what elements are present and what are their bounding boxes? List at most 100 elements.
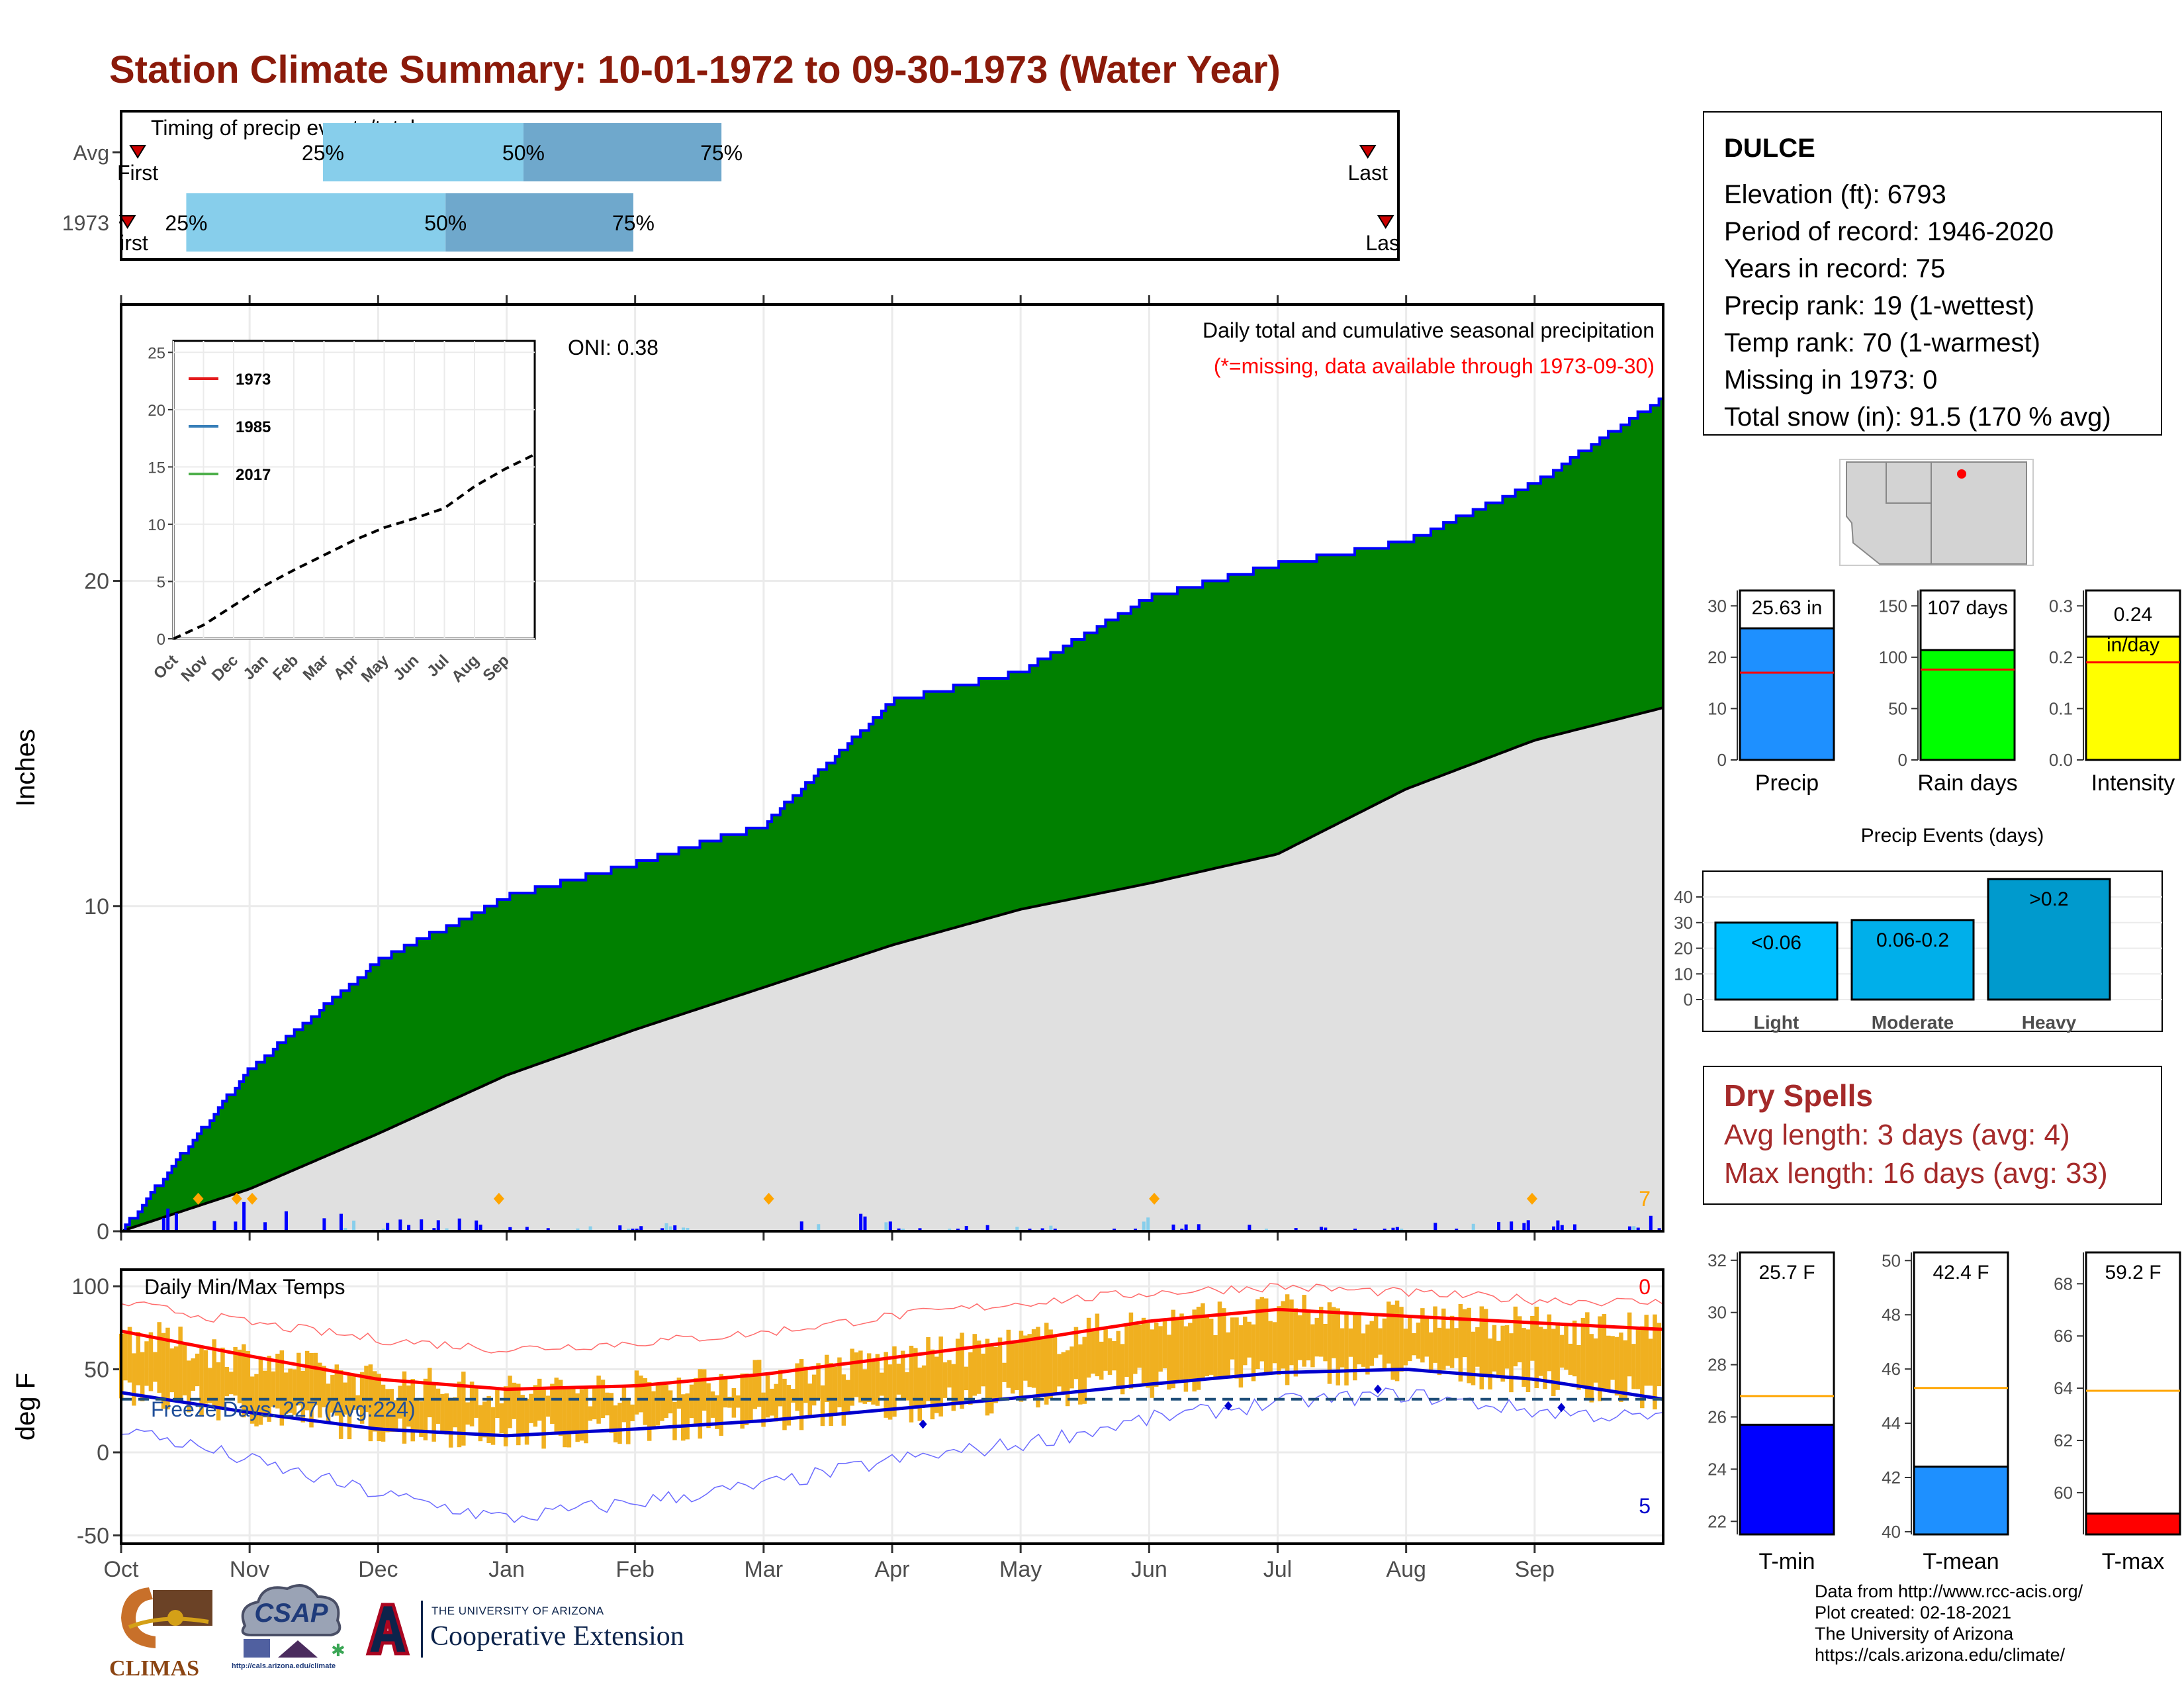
daily-temp-bar [643,1378,648,1425]
daily-temp-bar [1483,1309,1488,1374]
daily-temp-bar [1251,1324,1256,1382]
daily-temp-bar [1298,1315,1302,1360]
summary-ytick-label: 0 [1898,750,1907,770]
daily-precip-bar [161,1218,165,1231]
daily-temp-bar [1167,1335,1171,1390]
timing-frame [120,110,1400,261]
daily-temp-bar [694,1378,698,1427]
inset-legend-label: 1985 [236,418,271,436]
daily-temp-bar [837,1357,842,1407]
daily-temp-bar [981,1353,985,1387]
daily-temp-bar [1175,1317,1180,1383]
daily-temp-bar [964,1366,969,1391]
daily-temp-bar [884,1352,888,1418]
daily-temp-bar [435,1388,441,1424]
tbar-ytick-label: 60 [2054,1483,2073,1503]
precip-heading: Daily total and cumulative seasonal prec… [1203,318,1655,342]
first-event-marker [118,215,136,229]
daily-precip-bar [639,1226,643,1231]
daily-temp-bar [216,1362,221,1421]
daily-temp-bar [1471,1331,1476,1385]
daily-temp-bar [1538,1327,1543,1376]
daily-temp-bar [1162,1320,1167,1369]
precip-count: 7 [1639,1187,1651,1211]
daily-temp-bar [660,1382,664,1421]
tbar-ytick-label: 30 [1707,1303,1727,1323]
daily-temp-bar [191,1358,196,1391]
daily-temp-bar [309,1352,314,1428]
daily-temp-bar [1044,1323,1049,1405]
events-ytick-label: 0 [1684,990,1693,1009]
daily-temp-bar [892,1346,897,1417]
daily-precip-bar [1471,1223,1475,1231]
daily-temp-bar [1644,1315,1649,1386]
daily-temp-bar [567,1387,572,1448]
daily-temp-bar [208,1368,212,1403]
daily-temp-bar [444,1393,449,1435]
summary-ytick-label: 50 [1888,698,1907,718]
daily-temp-bar [478,1405,483,1442]
daily-precip-bar [686,1227,690,1231]
daily-precip-bar [284,1211,288,1231]
daily-temp-bar [727,1396,732,1408]
temp-count-bottom: 5 [1639,1494,1651,1518]
record-low-marker [1224,1401,1232,1411]
daily-temp-bar [605,1392,610,1416]
summary-bars: 0 10 20 30 25.63 in Precip 0 50 100 150 107 days Ra… [1707,589,2181,796]
daily-temp-bar [1205,1314,1210,1376]
daily-temp-bar [676,1378,682,1409]
daily-precip-bar [1632,1226,1636,1231]
daily-temp-bar [1183,1326,1189,1392]
daily-temp-bar [377,1374,381,1442]
daily-temp-bar [1437,1327,1442,1376]
daily-temp-bar [1332,1307,1336,1358]
events-title: Precip Events (days) [1861,825,2044,847]
footer-institution: The University of Arizona [1815,1624,2014,1644]
summary-category-label: Precip [1755,771,1819,796]
ua-big-text: Cooperative Extension [430,1621,684,1652]
tbar-ytick-label: 46 [1882,1359,1901,1379]
daily-temp-bar [157,1322,161,1393]
daily-temp-bar [1623,1340,1628,1399]
daily-temp-bar [1640,1326,1645,1409]
ua-logo: THE UNIVERSITY OF ARIZONA Cooperative Ex… [363,1601,747,1667]
daily-temp-bar [976,1340,981,1394]
daily-temp-bar [761,1392,766,1427]
daily-temp-bar [960,1333,964,1409]
daily-temp-bar [203,1350,208,1404]
daily-temp-bar [520,1395,525,1435]
daily-temp-bar [774,1383,778,1422]
daily-temp-bar [862,1369,868,1404]
daily-temp-bar [1522,1328,1526,1387]
daily-temp-bar [355,1395,360,1410]
daily-precip-bar [964,1225,968,1231]
daily-temp-bar [871,1361,876,1405]
csap-logo: CSAP ✱ http://cals.arizona.edu/climate [232,1579,349,1677]
first-event-marker [129,145,146,159]
daily-temp-bar [482,1401,487,1438]
daily-temp-bar [825,1354,829,1403]
daily-temp-bar [432,1383,436,1442]
elevation-text: Elevation (ft): 6793 [1724,180,1946,209]
daily-temp-bar [1078,1344,1083,1405]
precip-rank-text: Precip rank: 19 (1-wettest) [1724,291,2035,320]
daily-precip-bar [1324,1227,1328,1231]
daily-temp-bar [457,1382,462,1448]
inset-ytick-label: 10 [148,516,165,534]
precip-event-category: Moderate [1872,1012,1954,1033]
daily-precip-bar [985,1225,989,1231]
daily-temp-bar [1010,1343,1015,1394]
daily-temp-bar [689,1384,694,1419]
daily-temp-bar [1428,1332,1433,1370]
missing-text: Missing in 1973: 0 [1724,365,1938,395]
daily-temp-bar [1373,1316,1379,1358]
daily-precip-bar [1627,1226,1631,1231]
events-ytick-label: 30 [1674,913,1693,933]
daily-temp-bar [1585,1312,1590,1398]
temp-ylabel: deg F [11,1373,40,1440]
daily-temp-bar [224,1366,230,1397]
daily-precip-bar [407,1225,411,1231]
temp-rank-text: Temp rank: 70 (1-warmest) [1724,328,2040,357]
daily-temp-bar [1255,1299,1260,1369]
daily-temp-bar [279,1350,285,1426]
